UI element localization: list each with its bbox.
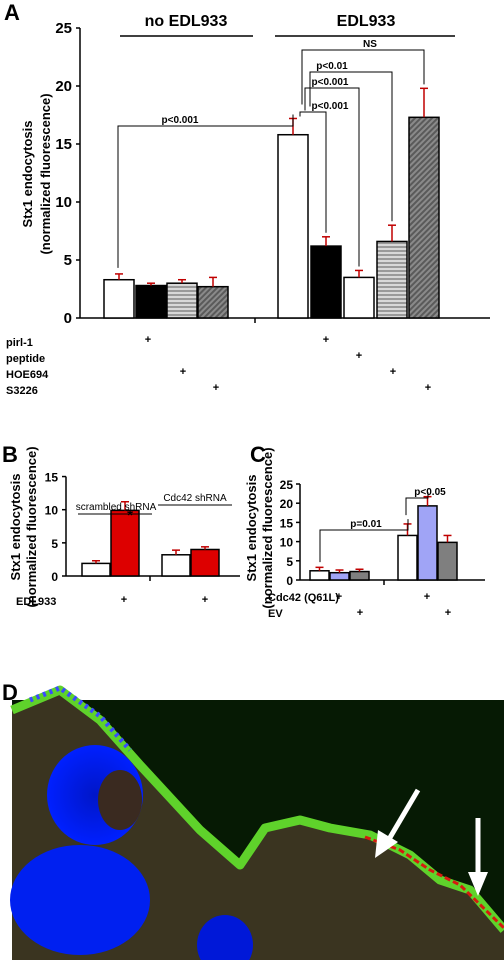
- condition-plus-0: +: [121, 594, 127, 606]
- y-tick-label: 25: [55, 20, 72, 37]
- condition-plus-0-1: +: [323, 334, 329, 346]
- bar-c-left-0: [309, 570, 330, 581]
- condition-label-0: pirl-1: [6, 337, 33, 349]
- arrow-1-head: [375, 830, 398, 858]
- bar-edl933-0: [277, 133, 309, 319]
- bar-c-right-1: [417, 505, 438, 581]
- condition-plus-1-1: +: [356, 350, 362, 362]
- condition-label-1: EV: [268, 608, 283, 620]
- comparison-c-1-label: p=0.01: [350, 519, 382, 530]
- comparison-4: [309, 71, 393, 222]
- comparison-5: [301, 49, 425, 105]
- y-axis-subtitle: (normalized fluorescence): [38, 93, 53, 254]
- bar-c-left-2: [349, 570, 370, 581]
- y-tick-label: 15: [280, 516, 294, 530]
- condition-plus-3-1: +: [425, 382, 431, 394]
- condition-plus-3-0: +: [213, 382, 219, 394]
- micrograph: [10, 685, 504, 965]
- y-tick-label: 0: [64, 310, 72, 327]
- y-tick-label: 25: [280, 478, 294, 492]
- y-axis-subtitle: (normalized fluorescence): [24, 446, 39, 607]
- group-label-cdc42: Cdc42 shRNA: [163, 493, 227, 504]
- y-tick-label: 10: [45, 504, 59, 518]
- nucleus-3: [197, 915, 253, 965]
- comparison-2: [299, 111, 327, 233]
- bar-c-left-1: [329, 571, 350, 581]
- panel-letter-c: C: [250, 442, 266, 467]
- condition-plus-0-1: +: [424, 591, 430, 603]
- stx-signal: [364, 835, 504, 930]
- panel-letter-b: B: [2, 442, 18, 467]
- comparison-c-2: [405, 492, 429, 516]
- condition-plus-1: +: [202, 594, 208, 606]
- condition-plus-2-0: +: [180, 366, 186, 378]
- panel-b-chart: 0 5 10 15 Stx1 endocytosis (normalized fluore…: [8, 446, 240, 608]
- nucleus-2: [10, 845, 150, 955]
- y-axis-subtitle: (normalized fluorescence): [260, 447, 275, 608]
- bar-scrambled-0: [81, 562, 111, 577]
- nucleolus: [98, 770, 142, 830]
- comparison-4-label: p<0.01: [316, 61, 348, 72]
- condition-label-2: HOE694: [6, 369, 49, 381]
- bar-scrambled-1: [110, 509, 140, 577]
- bar-no-edl933-1: [135, 284, 167, 319]
- bar-no-edl933-3: [197, 285, 229, 319]
- condition-label-1: peptide: [6, 353, 45, 365]
- y-tick-label: 5: [51, 537, 58, 551]
- condition-plus-2-1: +: [390, 366, 396, 378]
- arrow-1-shaft: [382, 788, 421, 848]
- bar-c-right-0: [397, 534, 418, 581]
- arrow-2-head: [468, 872, 488, 896]
- group-label-scrambled: scrambled shRNA: [76, 502, 157, 513]
- comparison-1: [117, 114, 294, 268]
- comparison-5-label: NS: [363, 39, 377, 50]
- microvilli: [29, 685, 132, 752]
- y-tick-label: 15: [55, 136, 72, 153]
- bar-edl933-2: [343, 276, 375, 319]
- y-axis-title: Stx1 endocytosis: [244, 475, 259, 582]
- y-tick-label: 10: [280, 536, 294, 550]
- bar-cdc42-0: [161, 554, 191, 577]
- bar-edl933-4: [408, 116, 440, 319]
- condition-label-0: Cdc42 (Q61L): [268, 592, 339, 604]
- bar-no-edl933-2: [166, 282, 198, 319]
- y-tick-label: 0: [51, 570, 58, 584]
- panel-letter-a: A: [4, 0, 20, 25]
- comparison-3: [304, 87, 360, 267]
- condition-label: EDL933: [16, 596, 56, 608]
- bar-edl933-3: [376, 240, 408, 319]
- condition-label-3: S3226: [6, 385, 38, 397]
- comparison-1-label: p<0.001: [162, 115, 199, 126]
- bar-cdc42-1: [190, 548, 220, 577]
- y-tick-label: 15: [45, 471, 59, 485]
- comparison-c-1: [319, 519, 409, 563]
- panel-c-chart: 0 5 10 15 20 25 Stx1 endocytosis (normalized fl…: [244, 447, 485, 620]
- comparison-3-label: p<0.001: [312, 77, 349, 88]
- y-tick-label: 5: [286, 555, 293, 569]
- y-tick-label: 0: [286, 574, 293, 588]
- y-axis-title: Stx1 endocytosis: [8, 474, 23, 581]
- condition-plus-1-0: +: [357, 607, 363, 619]
- bar-c-right-2: [437, 541, 458, 581]
- group-label-edl933: EDL933: [337, 13, 396, 30]
- bar-no-edl933-0: [103, 278, 135, 319]
- group-label-no-edl933: no EDL933: [145, 13, 228, 30]
- panel-letter-d: D: [2, 680, 18, 705]
- comparison-c-2-label: p<0.05: [414, 487, 446, 498]
- y-axis-title: Stx1 endocytosis: [20, 121, 35, 228]
- y-tick-label: 10: [55, 194, 72, 211]
- significance-star: *: [127, 507, 133, 524]
- condition-plus-0-0: +: [145, 334, 151, 346]
- y-tick-label: 20: [55, 78, 72, 95]
- condition-plus-0-0: +: [336, 591, 342, 603]
- comparison-2-label: p<0.001: [312, 101, 349, 112]
- bar-edl933-1: [310, 245, 342, 319]
- condition-plus-1-1: +: [445, 607, 451, 619]
- panel-a-chart: 0 5 10 15 20 25 Stx1 endocytosis (normalized fl…: [6, 13, 490, 397]
- membrane-stain: [10, 685, 504, 933]
- y-tick-label: 5: [64, 252, 72, 269]
- y-tick-label: 20: [280, 497, 294, 511]
